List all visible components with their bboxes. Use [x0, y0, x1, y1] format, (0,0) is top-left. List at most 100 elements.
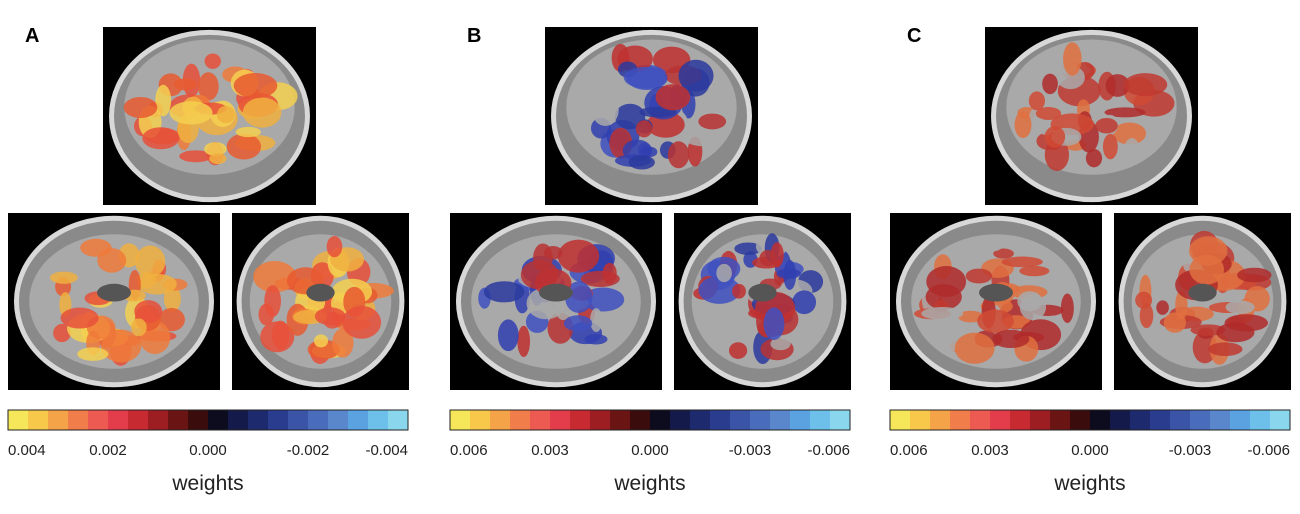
- colorbar-segment: [1010, 410, 1031, 430]
- activation-blob: [1105, 74, 1130, 97]
- activation-blob: [77, 347, 109, 361]
- colorbar-segment: [28, 410, 49, 430]
- activation-blob: [179, 150, 213, 163]
- activation-blob: [134, 300, 163, 323]
- activation-blob: [1225, 300, 1255, 315]
- activation-blob: [497, 319, 519, 352]
- panel-label: A: [25, 25, 39, 47]
- activation-blob: [1095, 117, 1118, 134]
- activation-blob: [226, 133, 262, 160]
- activation-blob: [954, 332, 995, 364]
- activation-blob: [732, 283, 746, 299]
- activation-blob: [1102, 133, 1118, 160]
- brain-image: [103, 27, 316, 205]
- activation-blob: [584, 334, 608, 345]
- colorbar-segment: [950, 410, 971, 430]
- panel-label: B: [467, 25, 481, 47]
- activation-blob: [233, 73, 278, 99]
- activation-blob: [253, 261, 297, 293]
- activation-blob: [1125, 62, 1141, 73]
- activation-blob: [1139, 303, 1154, 329]
- activation-blob: [759, 250, 776, 267]
- colorbar-tick-label: -0.004: [365, 442, 408, 459]
- activation-blob: [716, 263, 732, 283]
- colorbar-label: weights: [171, 472, 243, 495]
- colorbar-segment: [1090, 410, 1111, 430]
- activation-blob: [965, 268, 993, 284]
- colorbar-segment: [670, 410, 691, 430]
- colorbar-segment: [128, 410, 149, 430]
- activation-blob: [313, 334, 329, 348]
- colorbar-label: weights: [613, 472, 685, 495]
- colorbar-segment: [750, 410, 771, 430]
- activation-blob: [53, 323, 71, 343]
- activation-blob: [614, 103, 646, 130]
- brain-image: [450, 213, 662, 390]
- colorbar-tick-label: -0.002: [287, 442, 330, 459]
- activation-blob: [235, 126, 261, 138]
- activation-blob: [1028, 91, 1046, 111]
- activation-blob: [992, 329, 1030, 349]
- colorbar-tick-label: 0.000: [1071, 442, 1109, 459]
- activation-blob: [698, 276, 741, 304]
- colorbar-segment: [970, 410, 991, 430]
- activation-blob: [1001, 256, 1043, 268]
- activation-blob: [557, 239, 600, 273]
- colorbar-tick-label: -0.003: [729, 442, 772, 459]
- activation-blob: [1216, 322, 1255, 343]
- activation-blob: [60, 307, 99, 329]
- colorbar-segment: [8, 410, 29, 430]
- colorbar-segment: [88, 410, 109, 430]
- colorbar-segment: [268, 410, 289, 430]
- colorbar-segment: [328, 410, 349, 430]
- activation-blob: [1163, 312, 1187, 333]
- activation-blob: [975, 239, 1003, 252]
- colorbar-label: weights: [1053, 472, 1125, 495]
- activation-blob: [628, 155, 655, 170]
- activation-blob: [667, 141, 690, 169]
- activation-blob: [101, 329, 142, 363]
- colorbar-segment: [890, 410, 911, 430]
- activation-blob: [1112, 122, 1147, 145]
- colorbar-tick-label: -0.003: [1169, 442, 1212, 459]
- colorbar-segment: [470, 410, 491, 430]
- activation-blob: [332, 328, 354, 358]
- colorbar-segment: [1270, 410, 1291, 430]
- colorbar-segment: [730, 410, 751, 430]
- colorbar-segment: [450, 410, 471, 430]
- colorbar-segment: [1170, 410, 1191, 430]
- colorbar-segment: [490, 410, 511, 430]
- colorbar-segment: [168, 410, 189, 430]
- colorbar-segment: [710, 410, 731, 430]
- activation-blob: [1060, 293, 1074, 323]
- colorbar-segment: [690, 410, 711, 430]
- activation-blob: [135, 245, 166, 278]
- colorbar-segment: [930, 410, 951, 430]
- panel-label: C: [907, 25, 921, 47]
- activation-blob: [564, 281, 593, 313]
- activation-blob: [1085, 148, 1103, 168]
- activation-blob: [1044, 126, 1066, 148]
- activation-blob: [1156, 300, 1169, 315]
- colorbar-segment: [770, 410, 791, 430]
- activation-blob: [97, 248, 127, 273]
- colorbar-segment: [550, 410, 571, 430]
- activation-blob: [776, 268, 801, 279]
- activation-blob: [1135, 291, 1153, 309]
- colorbar-segment: [308, 410, 329, 430]
- activation-blob: [678, 59, 714, 92]
- activation-blob: [131, 318, 147, 337]
- brain-image: [1114, 213, 1291, 390]
- colorbar-segment: [148, 410, 169, 430]
- colorbar-segment: [1230, 410, 1251, 430]
- activation-blob: [49, 271, 78, 284]
- activation-blob: [763, 307, 785, 341]
- activation-blob: [698, 113, 727, 130]
- ventricle: [748, 283, 777, 302]
- colorbar-segment: [348, 410, 369, 430]
- colorbar-segment: [1190, 410, 1211, 430]
- colorbar-segment: [990, 410, 1011, 430]
- activation-blob: [342, 305, 382, 339]
- brain-image: [232, 213, 409, 390]
- activation-blob: [590, 308, 603, 333]
